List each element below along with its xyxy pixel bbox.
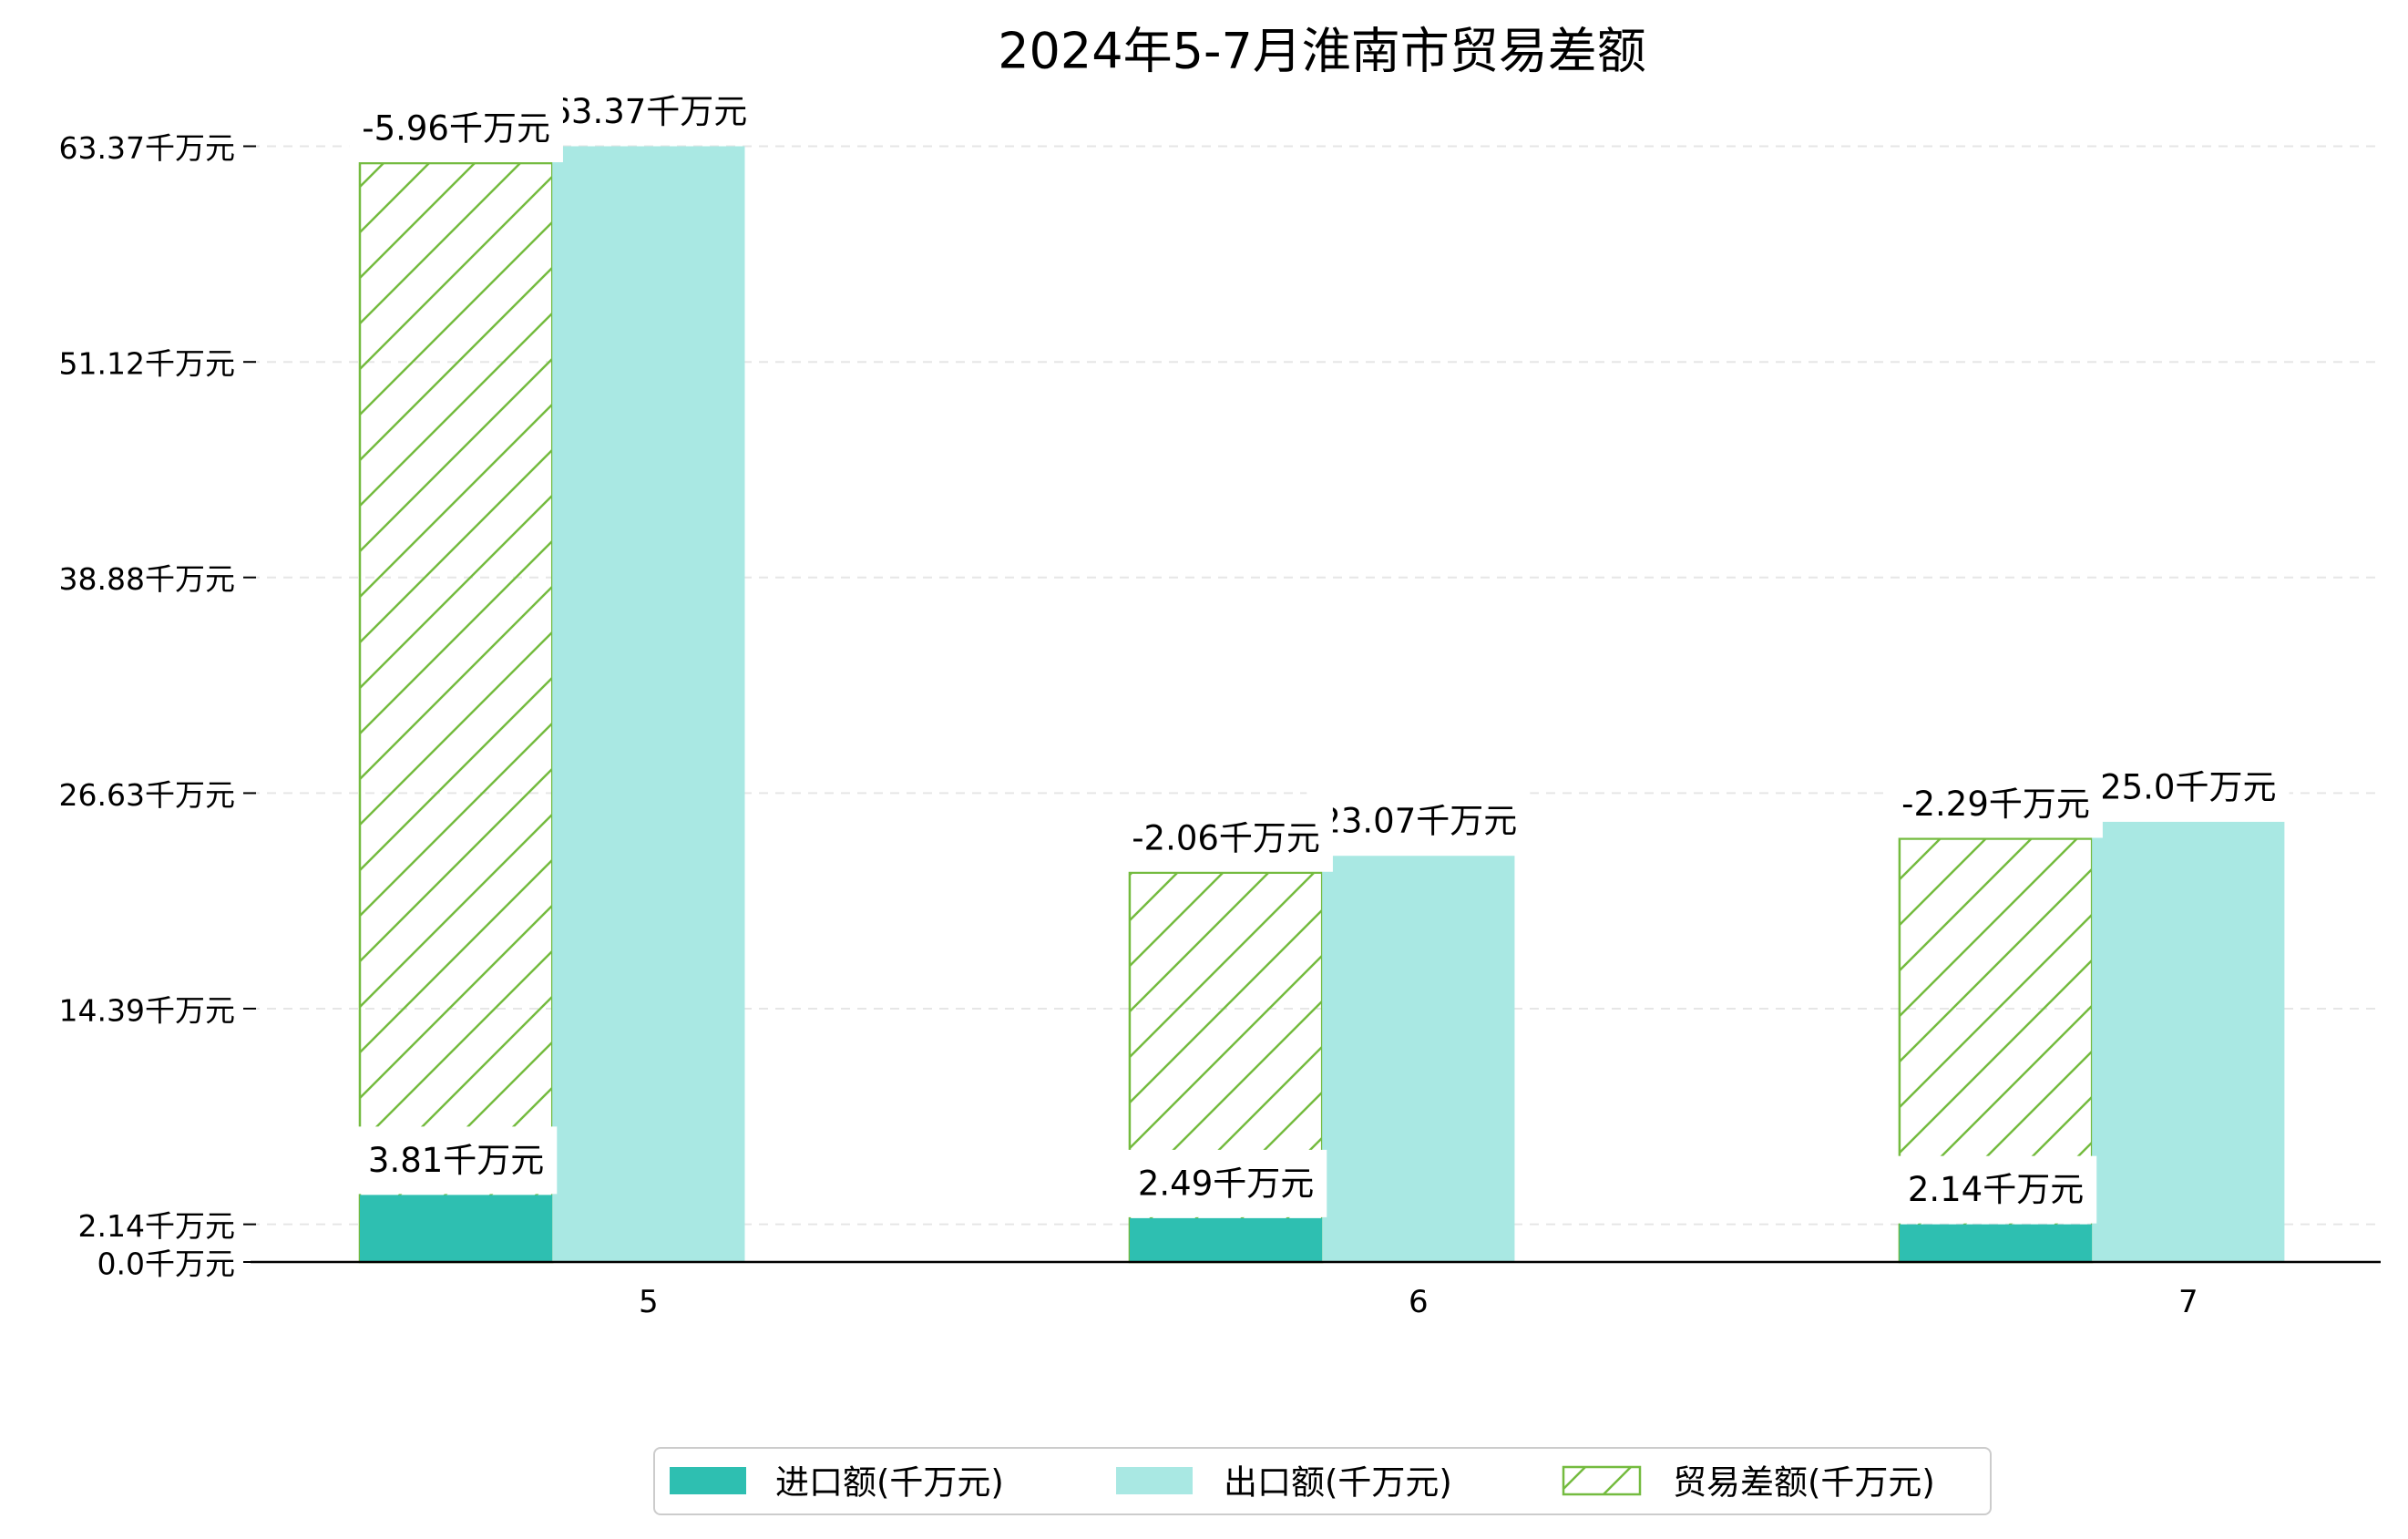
legend-label-balance: 贸易差额(千万元) [1673,1463,1935,1503]
legend-item-export: 出口额(千万元) [1116,1463,1452,1503]
data-label-text: -5.96千万元 [362,109,550,149]
data-label-box [354,1126,558,1195]
y-tick-label: 38.88千万元 [59,561,235,597]
data-label-import-5: 3.81千万元 [354,1126,558,1195]
data-label-text: -2.06千万元 [1132,818,1320,857]
bar-import-7 [1899,1224,2093,1262]
data-label-export-7: 25.0千万元 [2087,753,2290,821]
data-label-export-6: 23.07千万元 [1306,787,1531,856]
legend-frame [653,1447,1992,1515]
data-label-text: 63.37千万元 [549,92,747,131]
data-label-export-5: 63.37千万元 [537,77,761,146]
x-tick-label: 7 [2178,1284,2198,1320]
y-tick-label: 51.12千万元 [59,346,235,382]
legend: 进口额(千万元) 出口额(千万元) 贸易差额(千万元) [653,1447,1992,1515]
bar-export-5 [552,146,745,1262]
x-tick-label: 6 [1409,1284,1429,1320]
legend-label-export: 出口额(千万元) [1224,1463,1452,1503]
legend-swatch-import [670,1467,746,1494]
data-label-box [1894,1155,2097,1224]
data-label-import-7: 2.14千万元 [1894,1155,2097,1224]
y-tick-label: 2.14千万元 [78,1208,235,1244]
data-label-text: 2.14千万元 [1908,1170,2084,1209]
bar-import-6 [1129,1217,1323,1262]
legend-item-import: 进口额(千万元) [670,1463,1004,1503]
bar-export-7 [2092,821,2285,1262]
data-labels: 63.37千万元 23.07千万元 25.0千万元 3.81千万元 2.49千万元 2.1… [349,77,2290,1224]
data-label-box [1306,787,1531,856]
data-label-text: 3.81千万元 [368,1141,544,1180]
y-tick-label: 14.39千万元 [59,992,235,1028]
y-tick-label: 26.63千万元 [59,777,235,813]
data-label-box [537,77,761,146]
data-label-text: -2.29千万元 [1901,785,2090,824]
y-tick-label: 63.37千万元 [59,130,235,166]
x-axis: 5 6 7 [639,1284,2198,1320]
data-label-box [1124,1149,1327,1217]
data-label-text: 23.07千万元 [1319,802,1517,841]
data-label-box [1119,804,1333,872]
data-label-box [2087,753,2290,821]
bar-import-5 [359,1195,553,1262]
data-label-import-6: 2.49千万元 [1124,1149,1327,1217]
data-label-text: 2.49千万元 [1138,1164,1314,1203]
data-label-balance-6: -2.06千万元 [1119,804,1333,872]
legend-swatch-balance [1562,1465,1642,1496]
chart-title: 2024年5-7月淮南市贸易差额 [998,23,1646,80]
legend-item-balance: 贸易差额(千万元) [1562,1463,1935,1503]
data-label-box [1889,770,2103,838]
legend-swatch-export [1116,1467,1193,1494]
bar-export-6 [1322,856,1515,1262]
legend-label-import: 进口额(千万元) [775,1463,1004,1503]
bar-balance-5 [358,161,554,1264]
x-tick-label: 5 [639,1284,659,1320]
data-label-box [349,95,563,163]
y-tick-label: 0.0千万元 [97,1247,235,1282]
data-label-text: 25.0千万元 [2100,767,2276,806]
data-label-balance-7: -2.29千万元 [1889,770,2103,838]
data-label-balance-5: -5.96千万元 [349,95,563,163]
